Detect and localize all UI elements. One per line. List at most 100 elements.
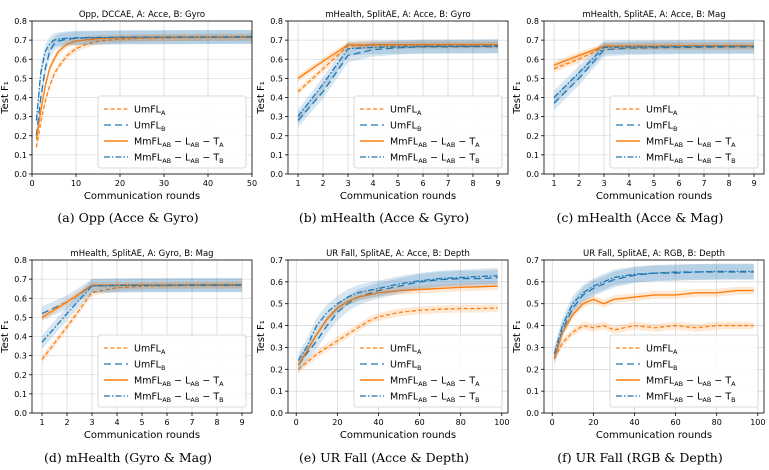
legend-label-4: MmFLAB − LAB − TB: [646, 153, 736, 166]
series-band-4: [42, 278, 242, 350]
y-tick-label: 0.2: [526, 365, 539, 374]
x-axis-label: Communication rounds: [596, 430, 712, 441]
y-axis-label: Test F₁: [0, 320, 11, 354]
legend-label-2: UmFLB: [134, 360, 165, 373]
x-tick-label: 3: [345, 179, 350, 188]
x-tick-label: 8: [726, 179, 731, 188]
legend: UmFLA UmFLB MmFLAB − LAB − TA MmFLAB − LAB …: [97, 334, 247, 408]
x-tick-label: 2: [576, 179, 581, 188]
legend-label-3: MmFLAB − LAB − TA: [646, 376, 736, 389]
caption-c: (c) mHealth (Acce & Mag): [556, 210, 724, 225]
x-tick-label: 2: [64, 418, 69, 427]
y-tick-label: 0.3: [270, 113, 283, 122]
axes-frame: [543, 259, 765, 414]
legend: UmFLA UmFLB MmFLAB − LAB − TA MmFLAB − LAB …: [353, 95, 503, 169]
y-tick-label: 0.5: [270, 74, 283, 83]
chart-panel-1: Opp, DCCAE, A: Acce, B: Gyro 0 10 20 30 40 50 0…: [0, 10, 257, 202]
y-tick-label: 0.5: [14, 74, 27, 83]
y-tick-label: 0.6: [14, 294, 27, 303]
y-tick-label: 0.2: [526, 132, 539, 141]
legend: UmFLA UmFLB MmFLAB − LAB − TA MmFLAB − LAB …: [609, 334, 759, 408]
y-tick-label: 0.7: [14, 275, 27, 284]
series-band-3: [554, 286, 754, 363]
series-line-4: [297, 275, 498, 361]
legend-box: [609, 95, 759, 169]
y-tick-label: 0.7: [14, 36, 27, 45]
y-tick-label: 0.5: [526, 74, 539, 83]
x-tick-label: 20: [588, 418, 598, 427]
series-line-1: [297, 44, 498, 93]
x-tick-label: 9: [495, 179, 500, 188]
series-band-2: [298, 39, 498, 128]
legend-box: [609, 334, 759, 408]
x-tick-label: 20: [332, 418, 342, 427]
caption-a: (a) Opp (Acce & Gyro): [57, 210, 199, 225]
legend-label-3: MmFLAB − LAB − TA: [646, 137, 736, 150]
y-tick-label: 0.0: [270, 409, 283, 418]
x-tick-label: 10: [71, 179, 81, 188]
y-tick-label: 0.1: [526, 151, 539, 160]
series-line-3: [297, 285, 498, 366]
x-tick-label: 2: [320, 179, 325, 188]
series-band-4: [36, 29, 253, 128]
x-tick-label: 0: [29, 179, 34, 188]
y-tick-label: 0.3: [270, 343, 283, 352]
series-band-4: [554, 263, 754, 362]
chart-panel-4: mHealth, SplitAE, A: Gyro, B: Mag 1 2 3 4 5 6 7…: [0, 249, 253, 441]
x-tick-label: 5: [395, 179, 400, 188]
y-tick-label: 0.6: [526, 278, 539, 287]
y-tick-label: 0.8: [270, 17, 283, 26]
x-tick-label: 80: [712, 418, 722, 427]
y-axis-label: Test F₁: [512, 320, 523, 354]
caption-b: (b) mHealth (Acce & Gyro): [298, 210, 470, 225]
legend-label-1: UmFLA: [646, 344, 678, 357]
x-axis-label: Communication rounds: [84, 191, 200, 202]
x-axis-label: Communication rounds: [84, 430, 200, 441]
x-axis-label: Communication rounds: [340, 430, 456, 441]
legend-label-2: UmFLB: [390, 360, 421, 373]
y-tick-label: 0.4: [526, 322, 539, 331]
x-tick-label: 7: [701, 179, 706, 188]
x-tick-label: 4: [370, 179, 375, 188]
y-tick-label: 0.0: [526, 170, 539, 179]
y-tick-label: 0.5: [270, 300, 283, 309]
x-tick-label: 20: [115, 179, 125, 188]
y-tick-label: 0.7: [270, 36, 283, 45]
y-tick-label: 0.2: [270, 365, 283, 374]
x-tick-label: 4: [626, 179, 631, 188]
legend-label-4: MmFLAB − LAB − TB: [134, 153, 224, 166]
y-tick-label: 0.4: [526, 94, 539, 103]
y-tick-label: 0.0: [14, 409, 27, 418]
y-tick-label: 0.8: [14, 256, 27, 265]
x-axis-label: Communication rounds: [596, 191, 712, 202]
caption-e: (e) UR Fall (Acce & Depth): [298, 450, 470, 465]
x-tick-label: 7: [189, 418, 194, 427]
caption-f: (f) UR Fall (RGB & Depth): [557, 450, 723, 465]
x-tick-label: 3: [89, 418, 94, 427]
legend: UmFLA UmFLB MmFLAB − LAB − TA MmFLAB − LAB …: [353, 334, 503, 408]
x-tick-label: 1: [295, 179, 300, 188]
series-line-1: [41, 284, 242, 360]
x-tick-label: 80: [456, 418, 466, 427]
y-tick-label: 0.3: [526, 343, 539, 352]
x-tick-label: 60: [414, 418, 424, 427]
legend-label-3: MmFLAB − LAB − TA: [390, 137, 480, 150]
legend: UmFLA UmFLB MmFLAB − LAB − TA MmFLAB − LAB …: [609, 95, 759, 169]
series-line-4: [297, 45, 499, 118]
y-tick-label: 0.7: [526, 36, 539, 45]
y-tick-label: 0.0: [270, 170, 283, 179]
legend-label-1: UmFLA: [646, 105, 678, 118]
legend-label-2: UmFLB: [646, 121, 677, 134]
y-tick-label: 0.1: [270, 387, 283, 396]
chart-title: UR Fall, SplitAE, A: Acce, B: Depth: [326, 249, 470, 259]
series-band-2: [42, 278, 242, 321]
legend-label-2: UmFLB: [646, 360, 677, 373]
series-line-2: [553, 271, 754, 359]
x-tick-label: 7: [445, 179, 450, 188]
series-line-2: [297, 276, 498, 366]
series-line-3: [297, 43, 498, 79]
chart-panel-5: UR Fall, SplitAE, A: Acce, B: Depth 0 20 40…: [256, 249, 509, 441]
y-tick-label: 0.5: [526, 300, 539, 309]
x-tick-label: 9: [239, 418, 244, 427]
